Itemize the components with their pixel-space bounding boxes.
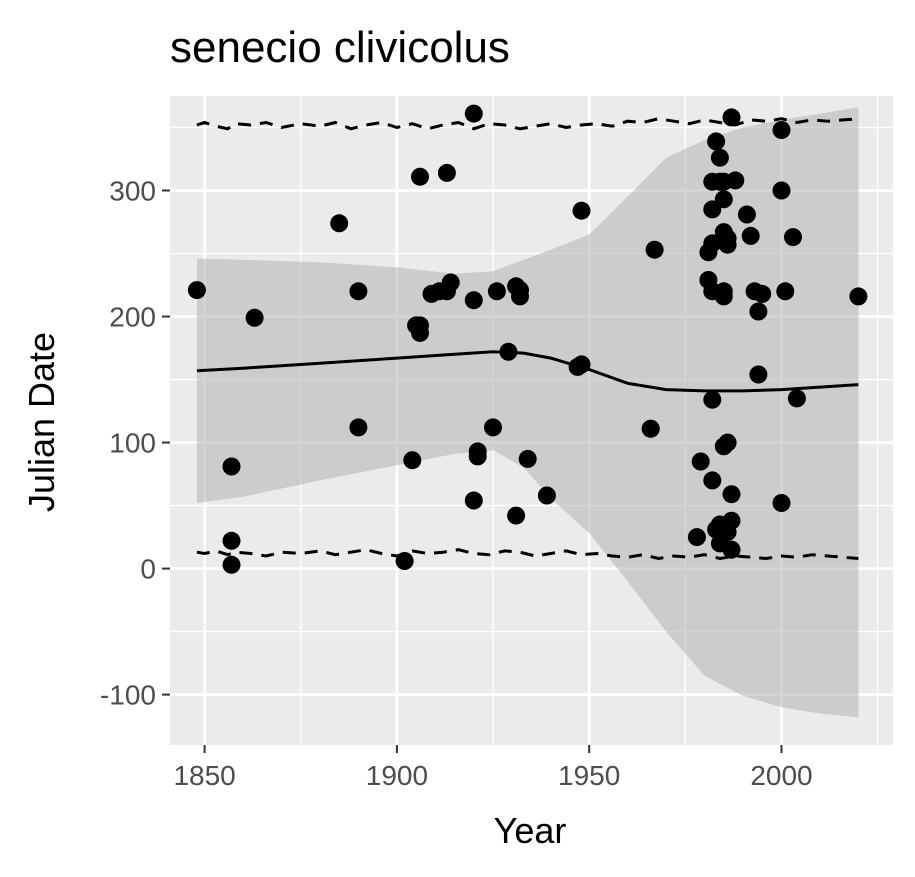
data-point [349,418,368,437]
data-point [222,531,241,550]
x-tick-label: 2000 [750,760,812,791]
data-point [741,226,760,245]
data-point [707,132,726,151]
data-point [464,291,483,310]
x-tick-label: 1900 [366,760,428,791]
upper-quantile-line [196,117,859,131]
data-point [753,284,772,303]
data-point [710,148,729,167]
data-point [468,442,487,461]
data-point [441,273,460,292]
data-point [703,234,722,253]
data-point [718,433,737,452]
data-point [737,205,756,224]
data-point [222,555,241,574]
y-axis: -100 0 100 200 300 [100,176,170,711]
data-point [776,282,795,301]
y-axis-title: Julian Date [21,332,62,512]
data-point [718,235,737,254]
data-point [787,389,806,408]
data-point [784,228,802,247]
data-point [641,419,660,438]
data-point [330,214,349,233]
data-point [687,528,706,547]
data-point [714,287,733,306]
data-point [464,491,483,510]
data-point [749,302,768,321]
data-point [499,342,518,361]
data-point [572,355,591,374]
data-point [411,167,429,186]
data-point [411,316,429,335]
data-point [703,471,722,490]
x-axis: 1850 1900 1950 2000 [173,745,813,791]
data-point [537,486,556,505]
chart-title: senecio clivicolus [170,23,510,72]
data-point [691,452,710,471]
data-point [849,287,868,306]
data-point [722,108,741,127]
data-point [395,552,414,570]
y-tick-label: 100 [109,428,156,459]
data-point [703,390,722,409]
data-point [772,494,791,512]
data-point [722,540,741,559]
y-tick-label: 0 [140,554,156,585]
data-points [187,104,868,574]
x-tick-label: 1950 [558,760,620,791]
y-tick-label: 300 [109,176,156,207]
data-point [772,121,791,139]
data-point [749,365,768,384]
data-point [403,451,422,470]
data-point [487,282,506,301]
data-point [645,240,664,259]
data-point [726,171,745,190]
data-point [722,511,741,530]
data-point [518,449,537,468]
data-point [772,181,791,200]
data-point [245,308,264,327]
y-tick-label: 200 [109,302,156,333]
data-point [464,104,483,123]
data-point [187,281,206,300]
data-point [714,190,733,209]
data-point [511,281,529,300]
data-point [349,282,368,301]
data-point [507,506,526,525]
data-point [437,163,456,182]
lower-quantile-line [196,548,859,561]
data-point [222,457,241,476]
data-point [722,485,741,504]
data-point [572,201,591,220]
x-axis-title: Year [494,810,567,851]
y-tick-label: -100 [100,680,156,711]
confidence-ribbon [196,107,859,718]
x-tick-label: 1850 [173,760,235,791]
data-point [484,418,502,437]
